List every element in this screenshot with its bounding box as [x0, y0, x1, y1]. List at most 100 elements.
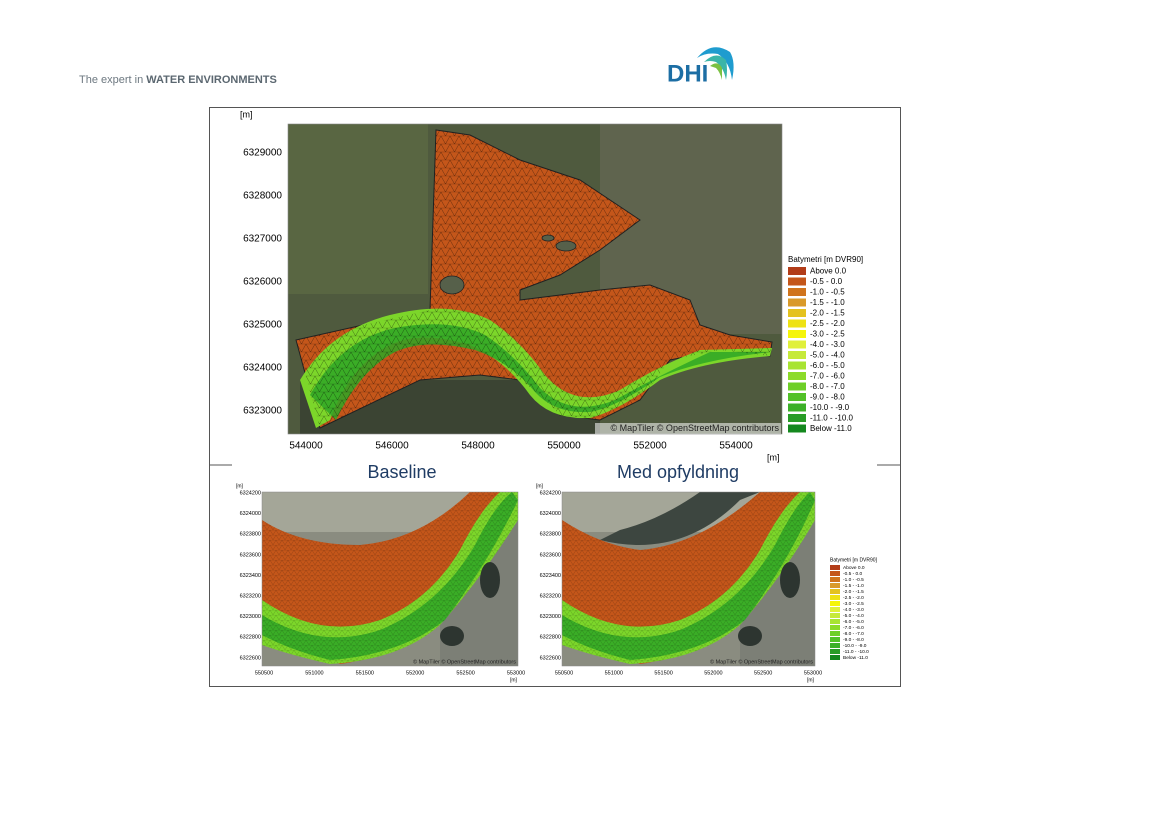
y-tick-label: 6322600: [540, 655, 561, 661]
x-tick-label: 551000: [605, 670, 623, 676]
legend-label: -0.5 - 0.0: [843, 571, 863, 577]
legend-swatch: [788, 361, 806, 370]
legend-swatch: [788, 288, 806, 296]
legend-label: -6.0 - -5.0: [843, 619, 864, 625]
legend-label: -1.5 - -1.0: [810, 298, 845, 307]
legend-swatch: [788, 424, 806, 433]
legend-swatch: [788, 319, 806, 328]
legend-swatch: [788, 414, 806, 422]
legend-swatch: [830, 595, 840, 600]
figure-frame: [209, 107, 901, 687]
y-tick-label: 6329000: [243, 148, 282, 159]
legend: Batymetri [m DVR90] Above 0.0-0.5 - 0.0 -…: [830, 557, 878, 661]
legend-title: Batymetri [m DVR90]: [830, 557, 878, 563]
legend-label: -9.0 - -8.0: [810, 393, 845, 402]
map-border: [561, 491, 816, 667]
legend-label: -3.0 - -2.5: [843, 601, 864, 607]
legend-swatch: [830, 655, 840, 660]
legend-swatch: [788, 382, 806, 391]
y-tick-label: 6323400: [240, 573, 261, 579]
legend-swatch: [830, 607, 840, 612]
legend-label: Above 0.0: [843, 565, 865, 571]
x-tick-label: 551000: [305, 670, 323, 676]
attribution: © MapTiler © OpenStreetMap contributors: [611, 423, 780, 433]
y-tick-label: 6323600: [540, 552, 561, 558]
map-border: [261, 491, 519, 667]
legend-label: -7.0 - -6.0: [843, 625, 864, 631]
logo: DHI: [667, 47, 734, 87]
legend-swatch: [830, 613, 840, 618]
map-border: [287, 123, 783, 435]
y-tick-label: 6328000: [243, 191, 282, 202]
y-tick-label: 6323800: [540, 532, 561, 538]
legend-swatch: [788, 330, 806, 338]
legend-swatch: [788, 372, 806, 380]
legend-label: -8.0 - -7.0: [843, 631, 864, 637]
legend-swatch: [830, 637, 840, 642]
legend-label: -0.5 - 0.0: [810, 277, 843, 286]
y-tick-label: 6323200: [540, 593, 561, 599]
y-tick-label: 6323000: [243, 406, 282, 417]
legend-swatch: [830, 601, 840, 606]
x-tick-label: 552500: [754, 670, 772, 676]
legend-label: -11.0 - -10.0: [810, 414, 854, 423]
y-unit: [m]: [240, 109, 253, 119]
y-tick-label: 6327000: [243, 234, 282, 245]
panel-map: [262, 492, 518, 666]
x-tick-label: 552000: [406, 670, 424, 676]
legend-label: -1.0 - -0.5: [810, 288, 845, 297]
legend-swatch: [830, 649, 840, 654]
x-tick-label: 552000: [633, 441, 667, 452]
x-tick-label: 551500: [654, 670, 672, 676]
legend-swatch: [788, 277, 806, 286]
y-tick-label: 6326000: [243, 277, 282, 288]
x-unit: [m]: [510, 677, 518, 683]
y-tick-label: 6322600: [240, 655, 261, 661]
legend-label: -9.0 - -8.0: [843, 637, 864, 643]
panel-title: Baseline: [367, 462, 436, 482]
x-unit: [m]: [767, 452, 780, 462]
legend-swatch: [788, 340, 806, 349]
legend-label: -2.5 - -2.0: [843, 595, 864, 601]
legend-swatch: [788, 393, 806, 401]
legend-label: -3.0 - -2.5: [810, 330, 845, 339]
y-tick-label: 6323400: [540, 573, 561, 579]
x-tick-label: 552000: [704, 670, 722, 676]
x-tick-label: 548000: [461, 441, 495, 452]
x-tick-label: 553000: [804, 670, 822, 676]
legend-label: -11.0 - -10.0: [843, 649, 869, 655]
x-tick-label: 550500: [555, 670, 573, 676]
legend-label: -2.5 - -2.0: [810, 319, 845, 328]
legend-swatch: [830, 589, 840, 594]
x-tick-label: 551500: [356, 670, 374, 676]
x-tick-label: 550500: [255, 670, 273, 676]
x-tick-label: 544000: [289, 441, 323, 452]
y-tick-label: 6323000: [540, 614, 561, 620]
legend-swatch: [830, 619, 840, 624]
legend-label: -10.0 - -9.0: [843, 643, 867, 649]
y-tick-label: 6323200: [240, 593, 261, 599]
tagline: The expert in WATER ENVIRONMENTS: [79, 74, 277, 86]
legend-title: Batymetri [m DVR90]: [788, 255, 863, 264]
x-tick-label: 554000: [719, 441, 753, 452]
legend-swatch: [830, 577, 840, 582]
legend-label: -4.0 - -3.0: [810, 340, 845, 349]
y-unit: [m]: [536, 483, 544, 489]
x-tick-label: 553000: [507, 670, 525, 676]
panel-map: [562, 492, 815, 666]
x-tick-label: 552500: [456, 670, 474, 676]
x-tick-label: 546000: [375, 441, 409, 452]
legend-label: -7.0 - -6.0: [810, 372, 845, 381]
legend-label: -5.0 - -4.0: [843, 613, 864, 619]
y-tick-label: 6322800: [540, 635, 561, 641]
legend-label: Below -11.0: [810, 424, 852, 433]
legend-swatch: [830, 643, 840, 648]
y-tick-label: 6324000: [243, 363, 282, 374]
legend-swatch: [830, 625, 840, 630]
y-tick-label: 6323000: [240, 614, 261, 620]
x-tick-label: 550000: [547, 441, 581, 452]
legend-label: -10.0 - -9.0: [810, 403, 850, 412]
x-unit: [m]: [807, 677, 815, 683]
legend-swatch: [830, 571, 840, 576]
legend-label: Above 0.0: [810, 267, 847, 276]
